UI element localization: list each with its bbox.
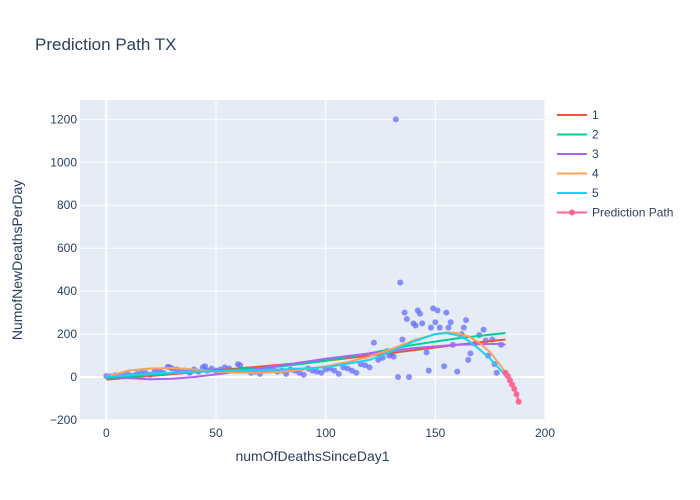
observed-point: [318, 369, 325, 376]
x-tick-label: 150: [425, 426, 445, 440]
observed-point: [445, 324, 452, 331]
observed-point: [412, 322, 419, 329]
observed-point: [441, 363, 448, 370]
fit-lines: [106, 331, 522, 405]
x-tick-label: 100: [316, 426, 336, 440]
observed-point: [432, 319, 439, 326]
series-line-4: [106, 331, 507, 378]
x-axis-title: numOfDeathsSinceDay1: [235, 448, 389, 464]
legend-label: 5: [592, 186, 599, 200]
observed-point: [370, 339, 377, 346]
observed-point: [443, 309, 450, 316]
observed-point: [331, 367, 338, 374]
observed-point: [395, 374, 402, 381]
grid: [80, 100, 546, 421]
observed-point: [353, 369, 360, 376]
observed-point: [237, 362, 244, 369]
y-tick-label: 1200: [50, 112, 77, 126]
tick-labels: 0 50 100 150 200 −200 0 200 400 600 800 1000 1200: [50, 112, 555, 440]
observed-point: [425, 367, 432, 374]
legend-label: Prediction Path: [592, 206, 673, 220]
observed-point: [436, 324, 443, 331]
x-tick-label: 200: [535, 426, 555, 440]
observed-point: [300, 371, 307, 378]
observed-point: [427, 324, 434, 331]
observed-point: [366, 364, 373, 371]
legend-label: 3: [592, 147, 599, 161]
chart-title: Prediction Path TX: [35, 35, 176, 54]
series-line-3: [106, 342, 506, 381]
observed-point: [460, 324, 467, 331]
series-line-5: [106, 331, 507, 378]
observed-point: [399, 336, 406, 343]
prediction-point: [515, 398, 522, 405]
observed-point: [390, 353, 397, 360]
observed-point: [406, 374, 413, 381]
observed-point: [403, 316, 410, 323]
observed-point: [447, 319, 454, 326]
prediction-point: [511, 385, 518, 392]
observed-point: [419, 320, 426, 327]
prediction-point: [513, 391, 520, 398]
observed-point: [335, 370, 342, 377]
observed-point: [480, 326, 487, 333]
legend-marker: [569, 209, 575, 216]
observed-point: [434, 307, 441, 314]
observed-point: [416, 310, 423, 317]
observed-point: [463, 317, 470, 324]
plot-background: [80, 100, 545, 420]
observed-point: [392, 116, 399, 123]
zero-lines: [80, 100, 545, 420]
y-tick-label: 0: [70, 370, 77, 384]
y-tick-label: 400: [57, 284, 77, 298]
legend-label: 1: [592, 108, 599, 122]
x-tick-label: 0: [103, 426, 110, 440]
y-tick-label: 800: [57, 198, 77, 212]
observed-point: [423, 349, 430, 356]
observed-point: [493, 369, 500, 376]
y-tick-label: 600: [57, 241, 77, 255]
x-tick-label: 50: [209, 426, 223, 440]
y-axis-title: NumofNewDeathsPerDay: [9, 180, 25, 340]
observed-point: [465, 356, 472, 363]
y-tick-label: 1000: [50, 155, 77, 169]
legend-label: 2: [592, 128, 599, 142]
observed-point: [401, 309, 408, 316]
legend: 1 2 3 4 5 Prediction Path: [557, 108, 673, 220]
observed-point: [397, 279, 404, 286]
y-tick-label: 200: [57, 327, 77, 341]
legend-label: 4: [592, 167, 599, 181]
observed-point: [467, 350, 474, 357]
observed-point: [454, 368, 461, 375]
y-tick-label: −200: [50, 413, 77, 427]
